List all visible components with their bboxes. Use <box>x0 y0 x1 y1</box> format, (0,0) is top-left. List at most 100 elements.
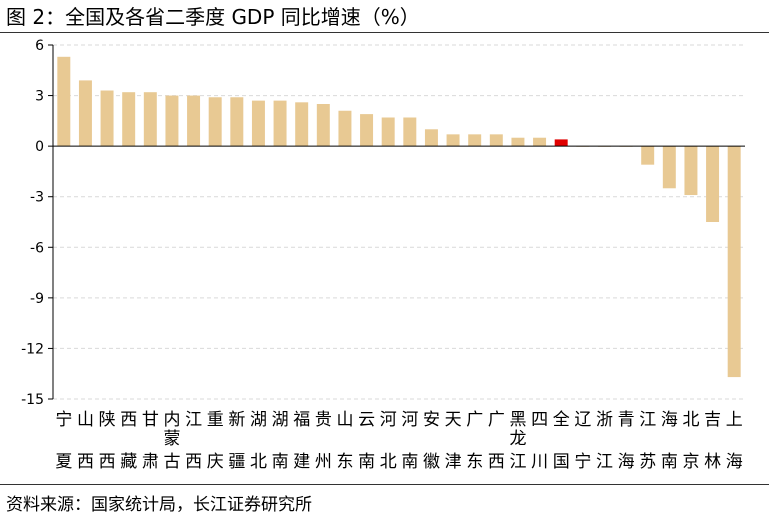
category-char: 南 <box>661 452 678 472</box>
category-char: 云 <box>358 410 375 430</box>
category-char: 疆 <box>228 452 245 472</box>
category-char: 州 <box>315 452 332 472</box>
category-char: 南 <box>358 452 375 472</box>
x-category-label: 云南 <box>358 410 375 472</box>
x-category-label: 全国 <box>553 410 570 472</box>
category-char: 湖 <box>250 410 267 430</box>
chart-title: 图 2：全国及各省二季度 GDP 同比增速（%） <box>6 5 420 29</box>
bar-10 <box>273 100 287 147</box>
category-char: 重 <box>207 410 224 430</box>
x-category-label: 重庆 <box>207 410 224 472</box>
category-char: 徽 <box>423 452 440 472</box>
category-char: 四 <box>531 410 548 430</box>
bar-30 <box>706 146 720 222</box>
category-char: 辽 <box>574 410 591 430</box>
category-char: 山 <box>336 410 353 430</box>
category-char: 江 <box>596 452 613 472</box>
x-category-label: 浙江 <box>596 410 613 472</box>
bar-15 <box>381 117 395 147</box>
category-char: 夏 <box>55 452 72 472</box>
category-char: 全 <box>553 410 570 430</box>
x-category-label: 福建 <box>293 410 310 472</box>
bar-28 <box>662 146 676 189</box>
y-tick-label: -15 <box>21 392 44 408</box>
category-char: 肃 <box>142 452 159 472</box>
category-char: 湖 <box>272 410 289 430</box>
x-category-label: 江西 <box>185 410 202 472</box>
category-char: 龙 <box>509 429 526 449</box>
category-char: 山 <box>77 410 94 430</box>
category-char: 江 <box>509 452 526 472</box>
bar-1 <box>78 80 92 147</box>
category-char: 广 <box>488 410 505 430</box>
category-char: 津 <box>445 452 462 472</box>
category-char: 上 <box>726 410 743 430</box>
bar-14 <box>360 114 374 147</box>
bar-22 <box>533 137 547 147</box>
category-char: 南 <box>272 452 289 472</box>
category-char: 安 <box>423 410 440 430</box>
y-tick-label: 3 <box>35 89 44 105</box>
bar-31 <box>727 146 741 378</box>
category-char: 陕 <box>99 410 116 430</box>
category-char: 江 <box>185 410 202 430</box>
y-tick-labels: 6 3 0 -3 -6 -9 -12 -15 <box>21 38 44 408</box>
y-tick-label: -9 <box>30 291 44 307</box>
category-char: 林 <box>704 452 721 472</box>
x-category-label: 湖北 <box>250 410 267 472</box>
x-category-label: 甘肃 <box>142 410 159 472</box>
x-category-label: 辽宁 <box>574 410 591 472</box>
bar-27 <box>641 146 655 165</box>
bar-23 <box>554 139 568 147</box>
category-char: 天 <box>445 410 462 430</box>
bar-2 <box>100 90 114 147</box>
category-char: 吉 <box>704 410 721 430</box>
category-char: 甘 <box>142 410 159 430</box>
category-char: 广 <box>466 410 483 430</box>
bar-19 <box>468 134 482 147</box>
axes <box>48 44 745 400</box>
x-category-label: 广东 <box>466 410 483 472</box>
x-category-label: 宁夏 <box>55 410 72 472</box>
source-note: 资料来源：国家统计局，长江证券研究所 <box>6 495 312 515</box>
bar-11 <box>295 102 309 147</box>
x-category-label: 山东 <box>336 410 353 472</box>
y-tick-label: -3 <box>30 190 44 206</box>
x-category-label: 新疆 <box>228 410 245 472</box>
bar-16 <box>403 117 417 147</box>
category-char: 西 <box>99 452 116 472</box>
category-char: 国 <box>553 452 570 472</box>
bar-20 <box>489 134 503 147</box>
category-char: 西 <box>77 452 94 472</box>
bar-4 <box>143 92 157 147</box>
category-char: 内 <box>163 410 180 430</box>
bar-13 <box>338 110 352 147</box>
category-char: 川 <box>531 452 548 472</box>
category-char: 黑 <box>509 410 526 430</box>
category-char: 庆 <box>207 452 224 472</box>
category-char: 西 <box>488 452 505 472</box>
x-category-label: 贵州 <box>315 410 332 472</box>
category-char: 青 <box>618 410 635 430</box>
bar-21 <box>511 137 525 147</box>
bar-9 <box>251 100 265 147</box>
x-category-label: 山西 <box>77 410 94 472</box>
x-category-label: 青海 <box>618 410 635 472</box>
bar-29 <box>684 146 698 196</box>
bar-17 <box>424 129 438 147</box>
bar-8 <box>230 97 244 147</box>
x-category-labels: 宁夏山西陕西西藏甘肃内蒙古江西重庆新疆湖北湖南福建贵州山东云南河北河南安徽天津广… <box>55 410 742 472</box>
category-char: 海 <box>726 452 743 472</box>
category-char: 江 <box>639 410 656 430</box>
bar-5 <box>165 95 179 147</box>
x-category-label: 安徽 <box>423 410 440 472</box>
category-char: 藏 <box>120 452 137 472</box>
y-tick-label: 6 <box>35 38 44 54</box>
category-char: 西 <box>120 410 137 430</box>
category-char: 京 <box>682 452 699 472</box>
category-char: 福 <box>293 410 310 430</box>
category-char: 河 <box>380 410 397 430</box>
category-char: 建 <box>293 452 310 472</box>
category-char: 西 <box>185 452 202 472</box>
category-char: 北 <box>682 410 699 430</box>
